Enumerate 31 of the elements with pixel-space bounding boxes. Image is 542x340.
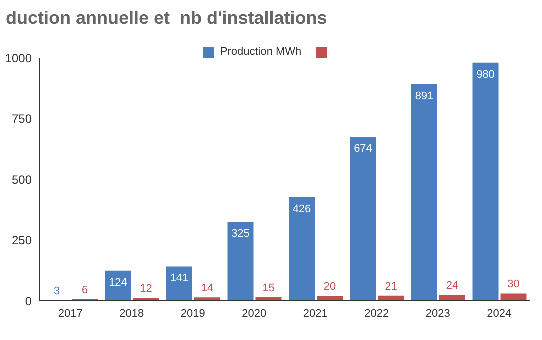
data-label: 891 (415, 90, 434, 102)
x-tick-label: 2022 (364, 308, 390, 320)
data-label: 6 (82, 284, 88, 297)
y-tick-label: 500 (12, 172, 32, 187)
data-label: 21 (385, 280, 398, 293)
x-tick-label: 2023 (426, 308, 450, 320)
data-label: 124 (109, 276, 128, 289)
data-label: 674 (354, 143, 372, 156)
x-tick-label: 2019 (180, 308, 206, 320)
data-label: 141 (170, 272, 189, 285)
x-tick-label: 2021 (303, 308, 328, 320)
data-label: 3 (54, 285, 60, 298)
y-tick-label: 1000 (5, 51, 32, 66)
data-label: 20 (324, 281, 336, 294)
chart-title: duction annuelle et nb d'installations (6, 8, 328, 29)
data-label: 980 (476, 68, 495, 81)
y-tick-label: 0 (25, 294, 32, 308)
y-tick-label: 250 (12, 234, 32, 248)
x-tick-label: 2024 (487, 308, 512, 320)
data-label: 30 (508, 278, 520, 291)
data-label: 426 (292, 203, 312, 216)
y-tick-label: 750 (12, 112, 32, 126)
x-tick-label: 2017 (58, 308, 83, 320)
data-label: 15 (262, 282, 275, 294)
legend-label: Production MWh (220, 46, 302, 58)
x-tick-label: 2020 (242, 308, 267, 320)
x-tick-label: 2018 (120, 308, 144, 320)
data-label: 24 (446, 280, 459, 292)
data-label: 14 (201, 282, 214, 295)
data-label: 12 (140, 283, 152, 296)
data-label: 325 (232, 228, 250, 240)
